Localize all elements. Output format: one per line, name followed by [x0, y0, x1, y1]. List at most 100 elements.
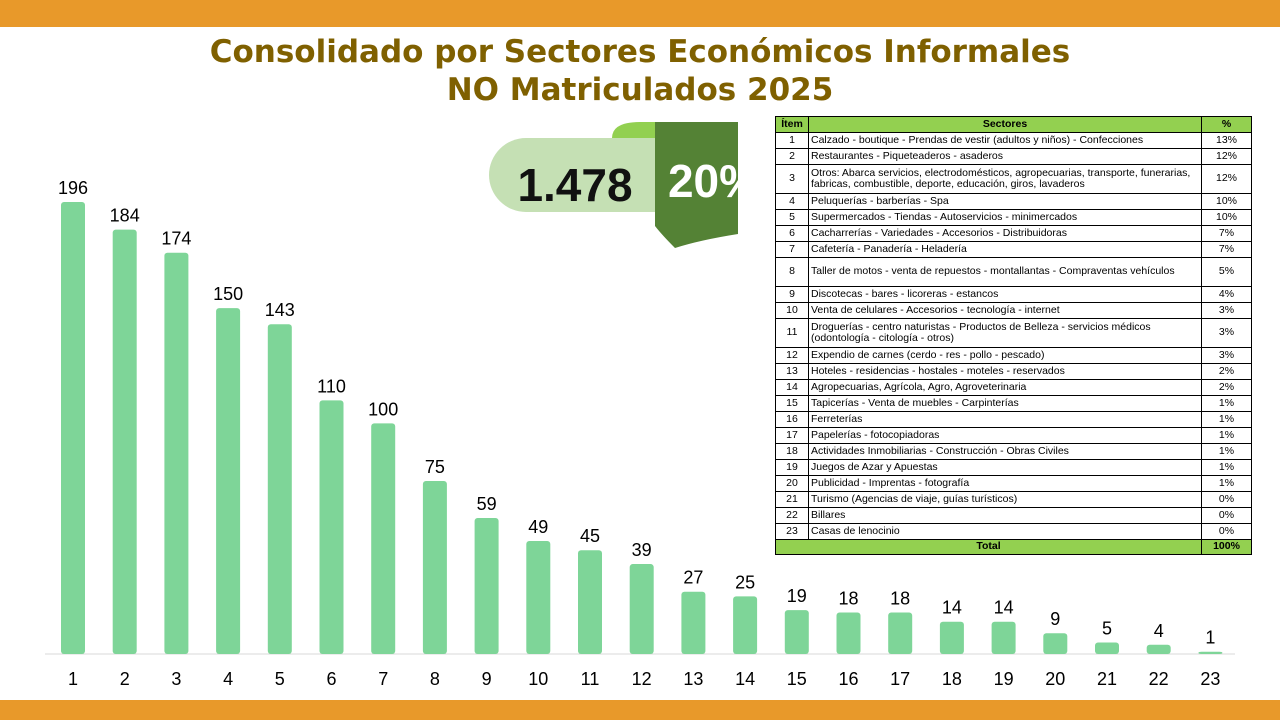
data-label: 196 [58, 178, 88, 198]
table-row: 20 Publicidad - Imprentas - fotografía 1% [775, 475, 1252, 492]
bar [1198, 651, 1223, 654]
data-label: 59 [477, 494, 497, 514]
table-row: 4 Peluquerías - barberías - Spa 10% [775, 193, 1252, 210]
row-item: 2 [775, 148, 809, 165]
bar [784, 610, 809, 654]
x-tick-label: 22 [1149, 669, 1169, 689]
x-tick-label: 10 [528, 669, 548, 689]
data-label: 18 [890, 588, 910, 608]
row-item: 4 [775, 193, 809, 210]
row-sector: Supermercados - Tiendas - Autoservicios … [808, 209, 1202, 226]
x-tick-label: 9 [482, 669, 492, 689]
row-percent: 13% [1201, 132, 1252, 149]
top-band [0, 0, 1280, 27]
row-item: 9 [775, 286, 809, 303]
bar [1146, 644, 1171, 654]
table-row: 9 Discotecas - bares - licoreras - estanc… [775, 286, 1252, 303]
row-item: 15 [775, 395, 809, 412]
row-percent: 3% [1201, 318, 1252, 348]
row-percent: 3% [1201, 347, 1252, 364]
data-label: 184 [110, 206, 140, 226]
row-item: 13 [775, 363, 809, 380]
row-sector: Casas de lenocinio [808, 523, 1202, 540]
row-percent: 1% [1201, 395, 1252, 412]
total-percent: 20% [667, 155, 761, 207]
row-percent: 0% [1201, 507, 1252, 524]
table-row: 18 Actividades Inmobiliarias - Construcci… [775, 443, 1252, 460]
table-row: 3 Otros: Abarca servicios, electrodomésti… [775, 164, 1252, 194]
title-line-1: Consolidado por Sectores Económicos Info… [209, 34, 1071, 70]
table-row: 19 Juegos de Azar y Apuestas 1% [775, 459, 1252, 476]
row-item: 11 [775, 318, 809, 348]
bar [267, 324, 292, 654]
x-tick-label: 7 [378, 669, 388, 689]
x-tick-label: 12 [632, 669, 652, 689]
bar [1095, 642, 1119, 654]
data-label: 1 [1205, 628, 1215, 648]
x-tick-label: 5 [275, 669, 285, 689]
data-label: 25 [735, 572, 755, 592]
row-sector: Expendio de carnes (cerdo - res - pollo … [808, 347, 1202, 364]
row-item: 6 [775, 225, 809, 242]
x-tick-label: 16 [838, 669, 858, 689]
table-row: 22 Billares 0% [775, 507, 1252, 524]
data-label: 150 [213, 284, 243, 304]
data-label: 49 [528, 517, 548, 537]
row-sector: Cafetería - Panadería - Heladería [808, 241, 1202, 258]
row-sector: Actividades Inmobiliarias - Construcción… [808, 443, 1202, 460]
row-sector: Billares [808, 507, 1202, 524]
row-percent: 2% [1201, 363, 1252, 380]
row-percent: 1% [1201, 443, 1252, 460]
bar [526, 541, 551, 654]
row-percent: 1% [1201, 459, 1252, 476]
row-item: 8 [775, 257, 809, 287]
row-item: 10 [775, 302, 809, 319]
table-row: 7 Cafetería - Panadería - Heladería 7% [775, 241, 1252, 258]
bar [681, 591, 706, 654]
row-item: 7 [775, 241, 809, 258]
row-sector: Turismo (Agencias de viaje, guías turíst… [808, 491, 1202, 508]
row-item: 3 [775, 164, 809, 194]
row-percent: 3% [1201, 302, 1252, 319]
row-percent: 10% [1201, 209, 1252, 226]
bar [836, 612, 861, 654]
bar [164, 252, 189, 655]
row-percent: 1% [1201, 475, 1252, 492]
table-row: 10 Venta de celulares - Accesorios - tecn… [775, 302, 1252, 319]
x-tick-label: 11 [581, 669, 600, 689]
row-sector: Papelerías - fotocopiadoras [808, 427, 1202, 444]
row-percent: 7% [1201, 225, 1252, 242]
data-label: 14 [994, 598, 1014, 618]
table-row: 17 Papelerías - fotocopiadoras 1% [775, 427, 1252, 444]
row-sector: Otros: Abarca servicios, electrodoméstic… [808, 164, 1202, 194]
data-label: 100 [368, 399, 398, 419]
row-item: 23 [775, 523, 809, 540]
bar [61, 202, 85, 654]
bar [939, 621, 964, 654]
row-sector: Ferreterías [808, 411, 1202, 428]
table-row: 13 Hoteles - residencias - hostales - mot… [775, 363, 1252, 380]
row-percent: 0% [1201, 491, 1252, 508]
header-sector: Sectores [808, 116, 1202, 133]
row-sector: Publicidad - Imprentas - fotografía [808, 475, 1202, 492]
row-item: 17 [775, 427, 809, 444]
data-label: 9 [1050, 609, 1060, 629]
table-row: 21 Turismo (Agencias de viaje, guías turí… [775, 491, 1252, 508]
title-line-2: NO Matriculados 2025 [446, 72, 834, 108]
bar [888, 612, 913, 654]
row-percent: 7% [1201, 241, 1252, 258]
x-tick-label: 6 [326, 669, 336, 689]
row-percent: 1% [1201, 427, 1252, 444]
row-sector: Droguerías - centro naturistas - Product… [808, 318, 1202, 348]
x-tick-label: 17 [890, 669, 910, 689]
row-item: 14 [775, 379, 809, 396]
table-row: 12 Expendio de carnes (cerdo - res - poll… [775, 347, 1252, 364]
page-title: Consolidado por Sectores Económicos Info… [0, 33, 1280, 109]
row-sector: Hoteles - residencias - hostales - motel… [808, 363, 1202, 380]
row-item: 22 [775, 507, 809, 524]
data-label: 75 [425, 457, 445, 477]
bar [991, 621, 1016, 654]
x-tick-label: 15 [787, 669, 807, 689]
x-tick-label: 20 [1045, 669, 1065, 689]
total-count: 1.478 [517, 159, 633, 211]
